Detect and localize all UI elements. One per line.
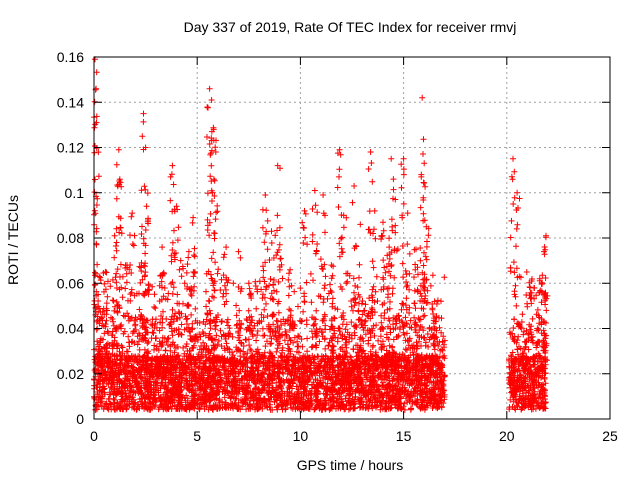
data-point [149, 283, 156, 290]
data-point [119, 294, 126, 301]
data-point [145, 338, 152, 345]
data-point [411, 274, 417, 281]
data-point [348, 298, 355, 304]
data-point [254, 372, 261, 378]
data-point [326, 339, 333, 346]
data-point [281, 337, 288, 344]
data-point [136, 306, 143, 313]
data-point [153, 316, 159, 323]
data-point [221, 394, 228, 401]
data-point [354, 284, 361, 291]
data-point [112, 359, 119, 366]
data-point [362, 301, 369, 308]
data-point [348, 319, 355, 326]
data-point [109, 276, 116, 283]
data-point [218, 318, 225, 325]
data-point [375, 337, 382, 344]
data-point [407, 317, 414, 324]
data-point [317, 325, 323, 332]
data-point [308, 299, 315, 306]
data-point [438, 298, 444, 305]
data-point [183, 316, 190, 323]
data-point [213, 332, 220, 339]
data-point [415, 271, 421, 278]
data-point [267, 276, 274, 282]
data-point [260, 274, 267, 281]
data-point [233, 302, 240, 309]
data-point [321, 282, 328, 289]
data-point [404, 282, 411, 289]
data-point [378, 346, 385, 353]
data-point [192, 317, 199, 324]
data-point [169, 332, 176, 339]
data-point [438, 346, 445, 353]
data-point [352, 282, 359, 289]
data-point [295, 343, 302, 350]
data-point [104, 405, 111, 412]
data-point [151, 291, 158, 298]
data-point [291, 288, 298, 295]
data-point [369, 286, 376, 293]
data-point [236, 307, 243, 314]
data-point [286, 270, 292, 277]
data-point [233, 395, 240, 402]
data-point [416, 327, 423, 334]
data-point [360, 338, 367, 345]
data-point [248, 319, 255, 326]
data-point [219, 318, 225, 325]
data-point [436, 324, 443, 331]
data-points [91, 56, 551, 413]
data-point [246, 342, 253, 349]
data-point [398, 306, 405, 313]
data-point [171, 349, 178, 356]
data-point [217, 287, 224, 293]
data-point [253, 305, 260, 312]
data-point [282, 328, 289, 335]
data-point [355, 316, 362, 323]
data-point [421, 335, 428, 342]
data-point [362, 331, 369, 338]
data-point [304, 348, 311, 355]
data-point [434, 297, 441, 304]
data-point [243, 337, 250, 343]
